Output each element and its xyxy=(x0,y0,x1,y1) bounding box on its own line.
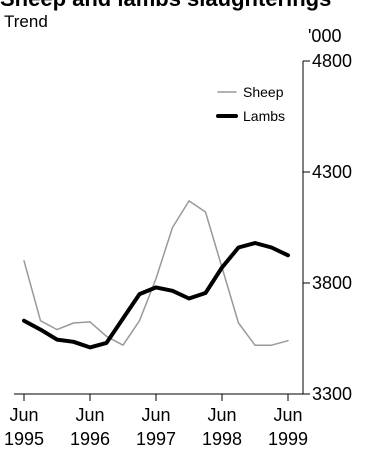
x-tick-label-month: Jun xyxy=(273,405,302,425)
x-tick-label-year: 1999 xyxy=(268,429,308,449)
y-tick-label: 3300 xyxy=(312,384,352,404)
x-tick-label-year: 1998 xyxy=(202,429,242,449)
x-tick-label-year: 1997 xyxy=(136,429,176,449)
x-tick-label-month: Jun xyxy=(75,405,104,425)
axes: 3300 3800 4300 4800 Jun 1995 Jun 1996 Jun 1997 Jun… xyxy=(4,51,352,449)
x-tick-label-month: Jun xyxy=(9,405,38,425)
x-tick-label-month: Jun xyxy=(207,405,236,425)
y-axis-unit-label: '000 xyxy=(308,26,341,46)
plot-area xyxy=(22,200,290,350)
series-line-sheep xyxy=(23,200,289,346)
x-tick-label-year: 1995 xyxy=(4,429,44,449)
legend-label-sheep: Sheep xyxy=(243,84,284,100)
legend: Sheep Lambs xyxy=(216,84,285,124)
chart-title: Sheep and lambs slaughterings xyxy=(0,0,366,12)
y-tick-label: 3800 xyxy=(312,273,352,293)
x-tick-label-year: 1996 xyxy=(70,429,110,449)
y-tick-label: 4300 xyxy=(312,162,352,182)
series-line-lambs xyxy=(22,241,290,350)
x-tick-label-month: Jun xyxy=(141,405,170,425)
chart-subtitle: Trend xyxy=(4,12,48,31)
legend-label-lambs: Lambs xyxy=(243,108,285,124)
y-tick-label: 4800 xyxy=(312,51,352,71)
